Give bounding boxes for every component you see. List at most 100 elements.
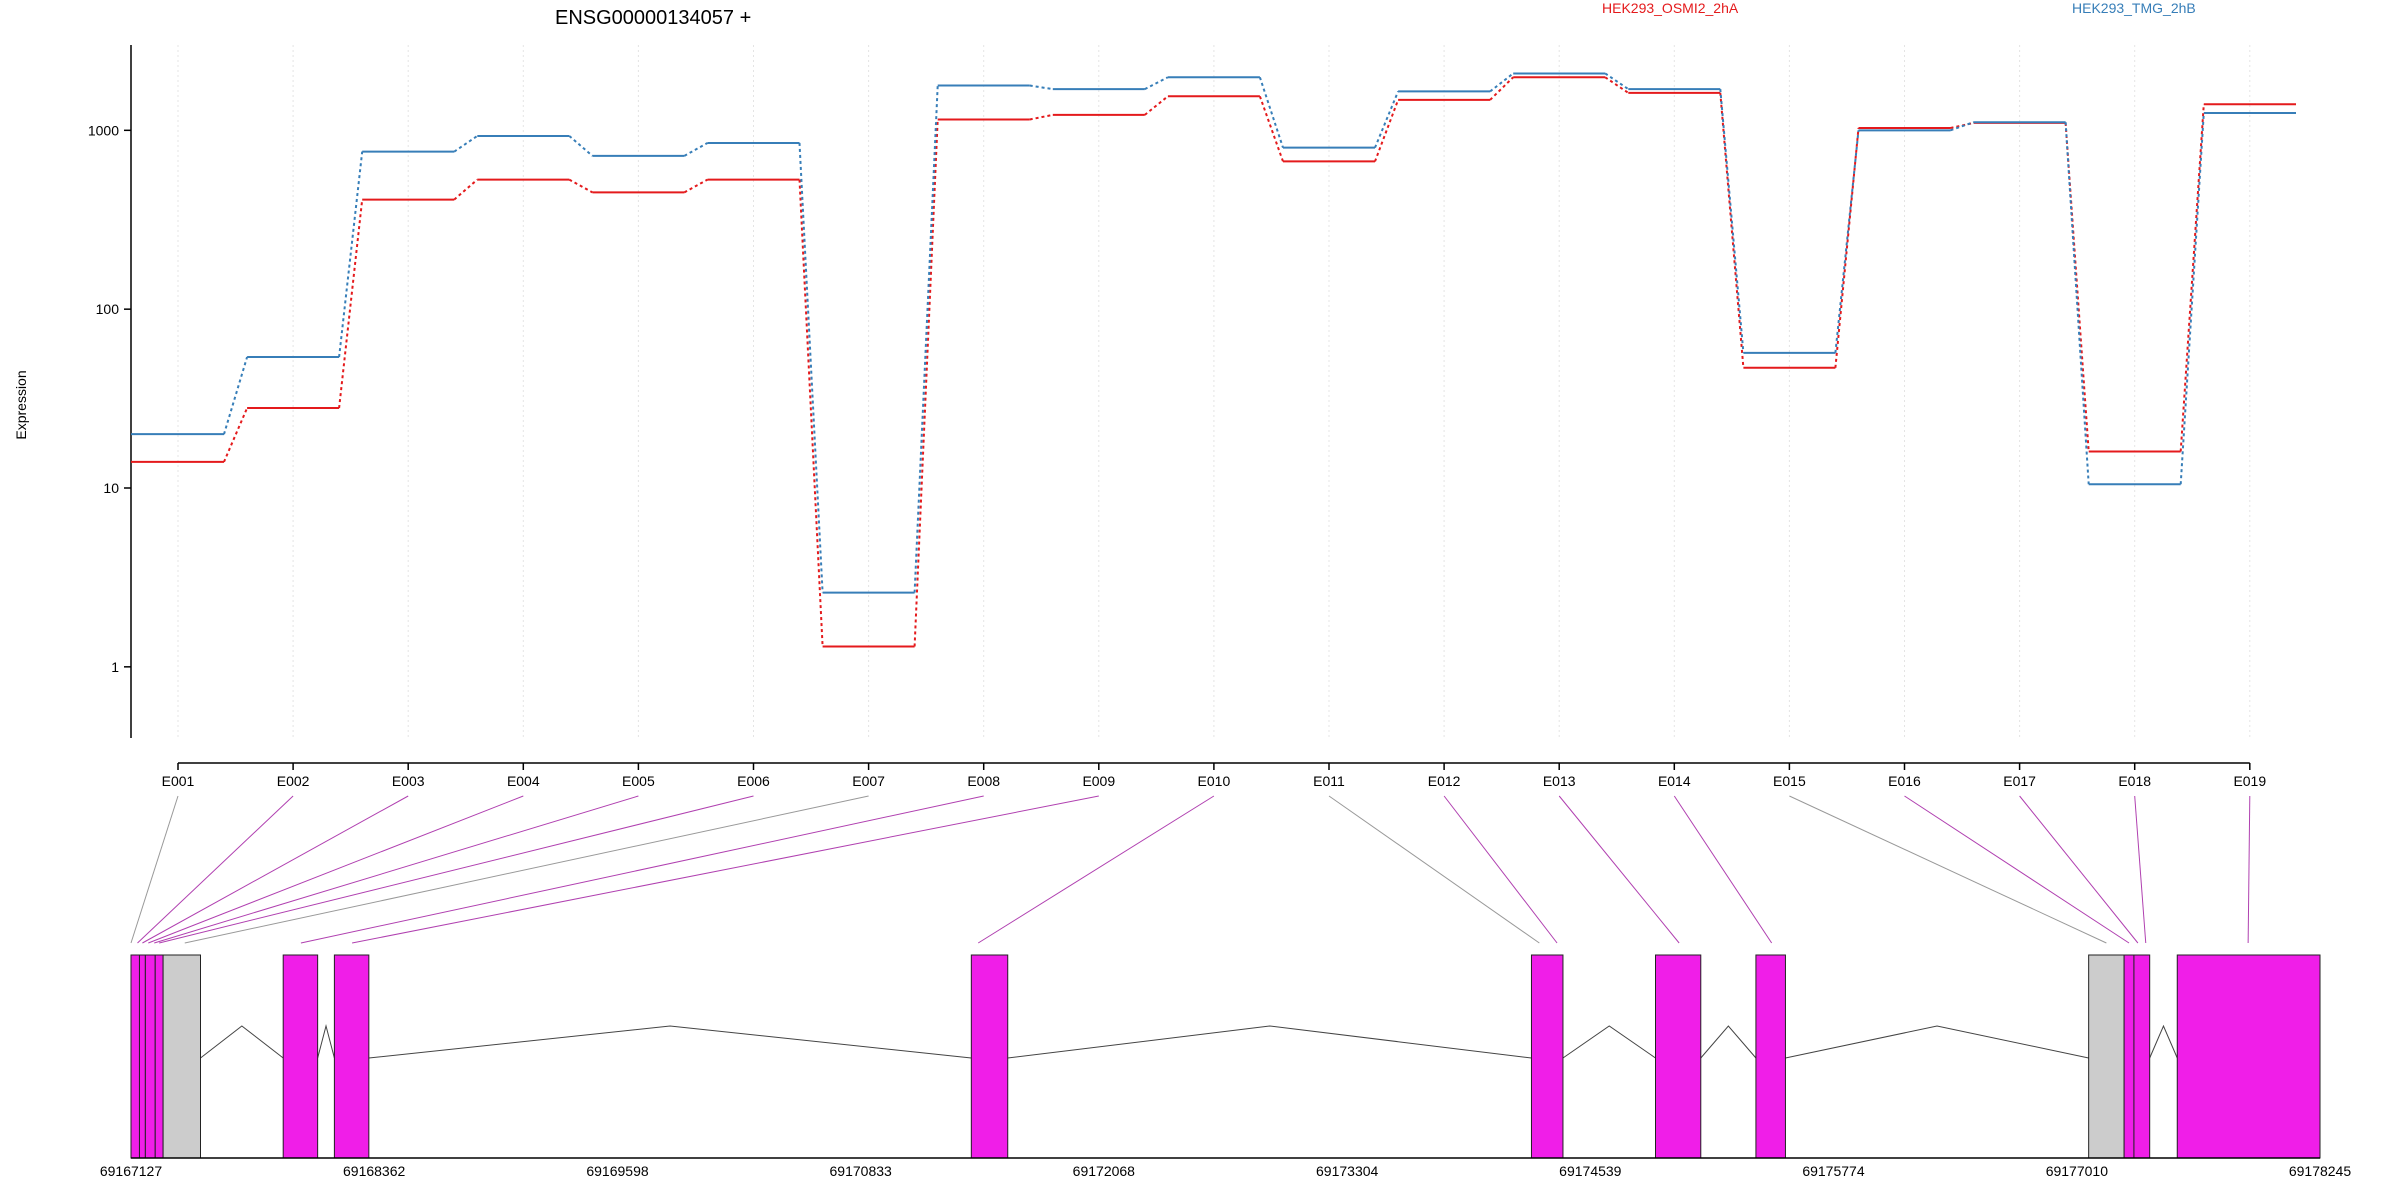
- series-1-connector: [1258, 95, 1284, 162]
- chart-title: ENSG00000134057 +: [555, 7, 751, 29]
- series-2-connector: [913, 85, 939, 593]
- genomic-axis: 69167127 69168362 69169598 69170833 69172068…: [100, 1157, 2352, 1179]
- series-2-connector: [1834, 130, 1860, 353]
- link-E010: [977, 795, 1215, 944]
- link-E003: [142, 795, 409, 944]
- series-2-connector: [798, 142, 824, 593]
- exon-box: [154, 954, 164, 1159]
- x-tick-label-E013: E013: [1543, 773, 1576, 789]
- y-tick-label: 100: [96, 301, 120, 317]
- series-1-connector: [1144, 95, 1169, 116]
- genomic-tick-label: 69178245: [2289, 1163, 2352, 1179]
- gene-model: [130, 954, 2321, 1159]
- series-1-connector: [223, 407, 249, 463]
- exon-box: [970, 954, 1009, 1159]
- exon-box: [282, 954, 319, 1159]
- link-E009: [352, 795, 1099, 944]
- x-tick-label-E014: E014: [1658, 773, 1691, 789]
- link-E007: [184, 795, 869, 944]
- exon-box: [1755, 954, 1786, 1159]
- series-2-connector: [453, 135, 478, 153]
- series-2-connector: [1374, 91, 1400, 149]
- x-tick-label-E008: E008: [967, 773, 1000, 789]
- series-2-connector: [1604, 72, 1629, 90]
- grid-lines: [177, 45, 2251, 738]
- link-E018: [2134, 795, 2147, 944]
- series-1-connector: [798, 179, 824, 647]
- exon-link-lines: [130, 795, 2251, 944]
- link-E019: [2247, 795, 2251, 944]
- x-tick-label-E019: E019: [2233, 773, 2266, 789]
- series-2-connector: [2179, 112, 2205, 485]
- link-E014: [1673, 795, 1773, 944]
- x-tick-label-E009: E009: [1082, 773, 1115, 789]
- series-2: [131, 72, 2296, 594]
- series-1-connector: [453, 178, 478, 201]
- series-2-connector: [1258, 76, 1284, 148]
- x-tick-label-E018: E018: [2118, 773, 2151, 789]
- series-1-connector: [2179, 104, 2205, 452]
- series-1-connector: [1489, 76, 1514, 101]
- link-E002: [137, 795, 294, 944]
- exon-box: [144, 954, 156, 1159]
- genomic-tick-label: 69168362: [343, 1163, 406, 1179]
- intron: [2149, 1024, 2178, 1059]
- genomic-tick-label: 69167127: [100, 1163, 163, 1179]
- x-tick-label-E011: E011: [1313, 773, 1345, 789]
- link-E012: [1443, 795, 1558, 944]
- legend-entry-1: HEK293_OSMI2_2hA: [1602, 0, 1739, 16]
- link-E015: [1789, 795, 2107, 944]
- genomic-tick-label: 69174539: [1559, 1163, 1622, 1179]
- intron: [1785, 1025, 2089, 1059]
- genomic-tick-label: 69175774: [1802, 1163, 1865, 1179]
- series-1-connector: [683, 178, 708, 194]
- x-tick-label-E015: E015: [1773, 773, 1806, 789]
- series-lines: [131, 72, 2296, 648]
- exon-box: [1655, 954, 1702, 1159]
- series-1-connector: [913, 119, 939, 647]
- link-E016: [1904, 795, 2130, 944]
- genomic-tick-label: 69177010: [2046, 1163, 2109, 1179]
- legend-entry-2: HEK293_TMG_2hB: [2072, 0, 2196, 16]
- exon-box: [2088, 954, 2125, 1159]
- exon-box: [130, 954, 140, 1159]
- exon-box: [2133, 954, 2151, 1159]
- series-2-connector: [1950, 121, 1974, 132]
- link-E004: [148, 795, 524, 944]
- intron: [1700, 1025, 1757, 1059]
- link-E006: [159, 795, 754, 944]
- series-2-connector: [1719, 89, 1745, 353]
- intron: [1007, 1025, 1532, 1059]
- x-tick-label-E017: E017: [2003, 773, 2036, 789]
- exon-box: [1530, 954, 1564, 1159]
- genomic-tick-label: 69172068: [1073, 1163, 1136, 1179]
- x-tick-label-E010: E010: [1198, 773, 1231, 789]
- series-2-connector: [338, 151, 364, 358]
- intron: [1562, 1025, 1656, 1059]
- intron: [200, 1025, 284, 1059]
- exon-box: [2123, 954, 2135, 1159]
- series-1-connector: [1834, 127, 1860, 368]
- intron: [368, 1025, 972, 1059]
- y-tick-label: 1000: [88, 122, 119, 138]
- genomic-tick-label: 69170833: [830, 1163, 893, 1179]
- series-1-connector: [338, 199, 364, 409]
- series-1-connector: [1374, 99, 1400, 162]
- series-2-connector: [2064, 122, 2090, 485]
- link-E011: [1328, 795, 1540, 944]
- link-E008: [300, 795, 984, 944]
- x-tick-label-E002: E002: [277, 773, 310, 789]
- series-2-connector: [223, 356, 249, 435]
- exon-box: [333, 954, 370, 1159]
- series-1-connector: [1029, 113, 1053, 121]
- link-E017: [2019, 795, 2139, 944]
- x-tick-label-E003: E003: [392, 773, 425, 789]
- x-tick-label-E007: E007: [852, 773, 885, 789]
- series-1-connector: [1604, 76, 1629, 94]
- x-tick-label-E006: E006: [737, 773, 770, 789]
- series-2-connector: [683, 142, 708, 157]
- y-tick-label: 10: [103, 480, 119, 496]
- series-2-connector: [1489, 72, 1514, 93]
- x-tick-label-E001: E001: [162, 773, 195, 789]
